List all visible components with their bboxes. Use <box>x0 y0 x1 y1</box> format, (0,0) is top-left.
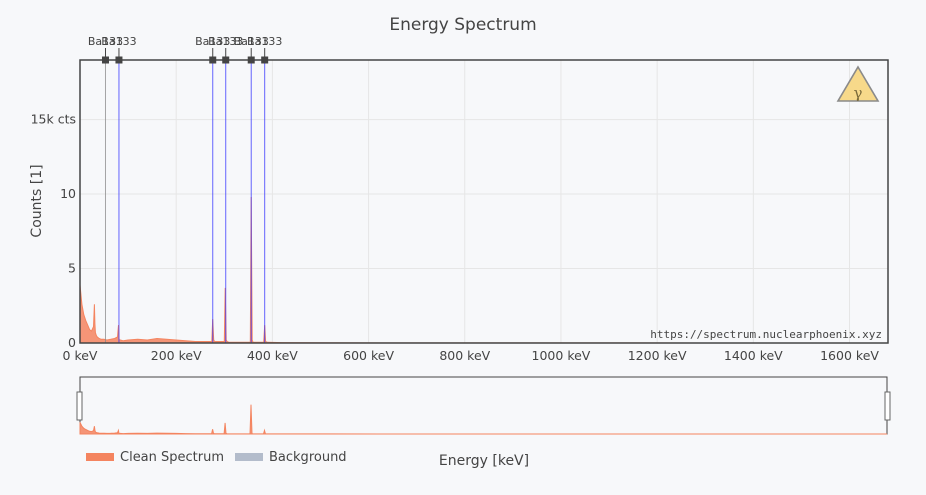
x-axis-title: Energy [keV] <box>439 453 529 469</box>
legend-label: Clean Spectrum <box>120 450 224 465</box>
x-tick-label: 1000 keV <box>532 348 591 363</box>
range-slider[interactable] <box>79 376 888 435</box>
y-tick-label: 0 <box>68 335 76 350</box>
watermark-url[interactable]: https://spectrum.nuclearphoenix.xyz <box>650 328 882 341</box>
y-tick-label: 10 <box>60 186 76 201</box>
grid-lines <box>80 60 888 343</box>
x-tick-label: 0 keV <box>63 348 98 363</box>
legend-swatch <box>235 453 263 461</box>
range-slider-left-handle[interactable] <box>76 391 83 421</box>
gamma-badge[interactable]: γ <box>836 65 880 102</box>
peak-label: Ba133 <box>234 35 269 48</box>
x-axis-ticks: 0 keV 200 keV 400 keV 600 keV 800 keV 1000 ke… <box>63 348 880 363</box>
y-axis-ticks: 0 5 10 15k cts <box>31 112 76 350</box>
peak-label: Ba133 <box>88 35 123 48</box>
legend-item-background[interactable]: Background <box>235 450 347 465</box>
x-tick-label: 400 keV <box>247 348 298 363</box>
peak-label: Ba133 <box>195 35 230 48</box>
peak-marker[interactable]: Ba133 <box>101 35 137 343</box>
gamma-icon: γ <box>854 84 863 102</box>
range-slider-right-handle[interactable] <box>884 391 891 421</box>
x-tick-label: 200 keV <box>151 348 202 363</box>
y-tick-label: 5 <box>68 261 76 276</box>
range-slider-preview <box>79 404 887 435</box>
x-tick-label: 1600 keV <box>820 348 879 363</box>
legend: Clean Spectrum Background <box>86 450 347 465</box>
x-tick-label: 1400 keV <box>724 348 783 363</box>
chart-title: Energy Spectrum <box>389 15 536 35</box>
legend-label: Background <box>269 450 347 465</box>
plot-area[interactable] <box>80 60 888 343</box>
plot-frame <box>79 59 889 344</box>
x-tick-label: 1200 keV <box>628 348 687 363</box>
legend-item-clean-spectrum[interactable]: Clean Spectrum <box>86 450 224 465</box>
peak-label: Ba133 <box>247 35 282 48</box>
y-tick-label: 15k cts <box>31 112 76 127</box>
peak-label: Ba133 <box>208 35 243 48</box>
legend-swatch <box>86 453 114 461</box>
y-axis-title: Counts [1] <box>29 164 45 237</box>
clean-spectrum-preview <box>79 404 887 435</box>
warning-triangle-icon <box>836 65 880 102</box>
x-tick-label: 600 keV <box>343 348 394 363</box>
peak-label: Ba133 <box>101 35 136 48</box>
x-tick-label: 800 keV <box>439 348 490 363</box>
